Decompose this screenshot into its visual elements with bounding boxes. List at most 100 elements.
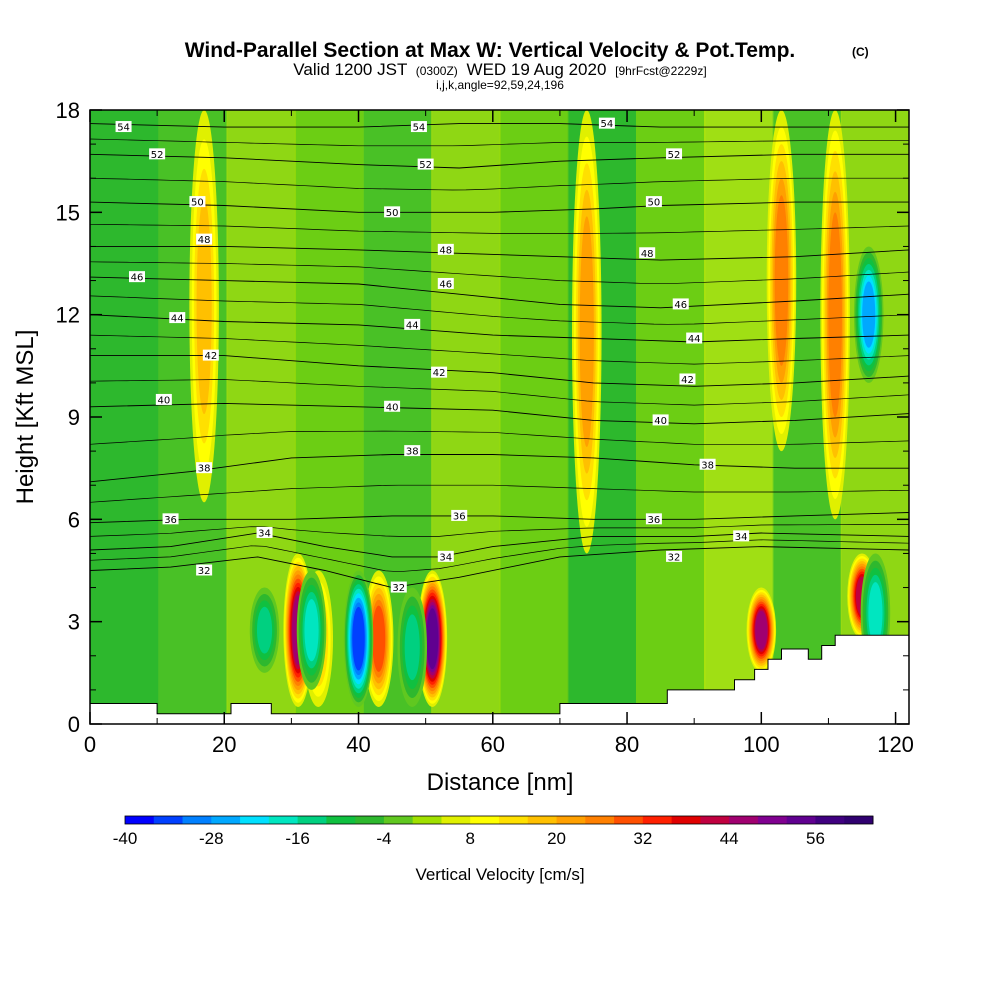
contour-label-box (666, 148, 683, 160)
contour-label-box (390, 581, 407, 593)
contour-label: 36 (162, 513, 179, 526)
chart-title: Wind-Parallel Section at Max W: Vertical… (185, 39, 796, 62)
colorbar-swatch (527, 816, 558, 824)
x-tick-label: 120 (877, 732, 914, 757)
contour-label: 44 (404, 318, 421, 331)
contour-label: 42 (431, 366, 448, 379)
y-tick-label: 15 (56, 200, 80, 225)
velocity-cells (189, 110, 891, 707)
contour-label-text: 50 (191, 198, 204, 209)
contour-label: 40 (155, 393, 172, 406)
contour-label-box (679, 373, 696, 385)
contour-label-text: 34 (735, 532, 748, 543)
downdraft-cell (404, 614, 420, 681)
colorbar-swatch (585, 816, 615, 824)
x-tick-label: 20 (212, 732, 236, 757)
colorbar-swatch (729, 816, 759, 824)
contour-label-text: 42 (433, 368, 446, 379)
downdraft-cell (862, 281, 876, 348)
contour-line (90, 484, 909, 503)
contour-label: 50 (645, 196, 662, 209)
contour-line (90, 261, 909, 285)
contour-label-text: 48 (641, 249, 654, 260)
downdraft-cell (868, 582, 883, 645)
subtitle-valid: Valid 1200 JST (293, 60, 407, 79)
colorbar-swatch (297, 816, 327, 824)
contour-label-text: 42 (204, 351, 217, 362)
contour-label-text: 34 (439, 552, 452, 563)
contour-label-box (645, 196, 662, 208)
contour-label: 50 (384, 206, 401, 219)
contour-label: 34 (437, 550, 454, 563)
chart-subtitle: Valid 1200 JST (0300Z) WED 19 Aug 2020 [… (293, 60, 706, 79)
contour-label-text: 50 (386, 208, 399, 219)
contour-label-box (672, 298, 689, 310)
contour-label-box (437, 243, 454, 255)
contour-line (90, 314, 909, 343)
chart-title-mark: (C) (852, 45, 869, 59)
updraft-cell (579, 216, 594, 448)
contour-line (90, 539, 909, 573)
contour-label: 32 (666, 550, 683, 563)
contour-label: 42 (202, 349, 219, 362)
colorbar-swatch (614, 816, 644, 824)
colorbar-swatch (383, 816, 414, 824)
contour-label-text: 38 (406, 447, 419, 458)
contour-label-text: 44 (406, 320, 419, 331)
contour-label-text: 48 (198, 235, 211, 246)
downdraft-cell (304, 599, 319, 662)
contour-label-text: 52 (151, 150, 164, 161)
terrain-mask (90, 634, 909, 724)
updraft-cell (755, 610, 768, 650)
contour-line (90, 295, 909, 325)
contour-label-box (162, 513, 179, 525)
contour-label: 54 (410, 121, 427, 134)
colorbar-swatch (671, 816, 701, 824)
colorbar-swatch (182, 816, 212, 824)
contour-label-box (733, 530, 750, 542)
subtitle-utc: (0300Z) (416, 64, 458, 78)
contour-label-text: 32 (392, 583, 405, 594)
contour-line (90, 177, 909, 191)
contour-label-text: 40 (654, 416, 667, 427)
contour-label: 46 (128, 271, 145, 284)
contour-label-text: 44 (171, 314, 184, 325)
contour-label-text: 36 (648, 515, 661, 526)
updraft-cell (196, 198, 212, 415)
contour-label: 46 (437, 277, 454, 290)
updraft-cell (372, 605, 386, 672)
contour-label-box (404, 318, 421, 330)
contour-line (90, 123, 909, 128)
contour-line (90, 276, 909, 309)
colorbar-swatch (470, 816, 500, 824)
contour-line (90, 454, 909, 483)
colorbar-tick-label: -28 (199, 829, 224, 848)
contour-label: 52 (666, 148, 683, 161)
contour-label: 42 (679, 373, 696, 386)
contour-label-box (437, 277, 454, 289)
colorbar-swatch (815, 816, 845, 824)
contour-label-box (115, 121, 132, 133)
y-tick-label: 9 (68, 405, 80, 430)
x-axis: 0 20 40 60 80 100 120 (84, 110, 914, 757)
contour-label-box (437, 550, 454, 562)
x-tick-label: 100 (743, 732, 780, 757)
y-tick-label: 18 (56, 98, 80, 123)
contour-label-box (128, 271, 145, 283)
contour-label-box (666, 550, 683, 562)
colorbar-swatch (153, 816, 184, 824)
x-tick-label: 80 (615, 732, 639, 757)
downdraft-cell (352, 606, 365, 671)
y-tick-label: 0 (68, 712, 80, 737)
contour-label-box (645, 513, 662, 525)
contour-line (90, 245, 909, 261)
colorbar-frame (124, 815, 874, 825)
colorbar-label: Vertical Velocity [cm/s] (415, 865, 584, 884)
x-tick-label: 60 (481, 732, 505, 757)
contour-label-text: 36 (164, 515, 177, 526)
pot-temp-contours (90, 123, 909, 589)
colorbar-swatch (700, 816, 730, 824)
contour-label: 36 (451, 509, 468, 522)
contour-label: 36 (645, 513, 662, 526)
